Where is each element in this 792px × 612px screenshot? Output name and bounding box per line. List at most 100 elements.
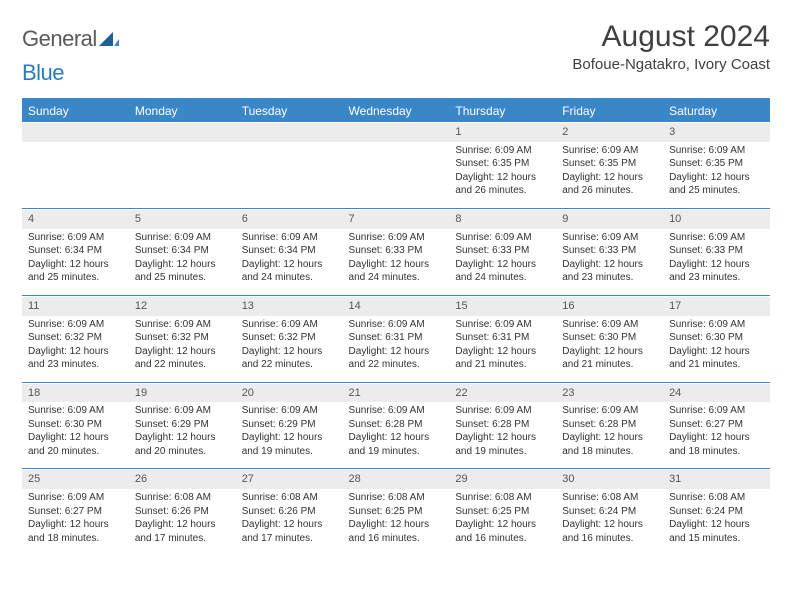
daylight-text-1: Daylight: 12 hours: [562, 171, 657, 185]
sunset-text: Sunset: 6:33 PM: [669, 244, 764, 258]
sunset-text: Sunset: 6:28 PM: [349, 418, 444, 432]
day-number-cell: 21: [343, 383, 450, 402]
daylight-text-2: and 25 minutes.: [669, 184, 764, 198]
sunrise-text: Sunrise: 6:08 AM: [242, 491, 337, 505]
day-detail-cell: [22, 142, 129, 209]
sunrise-text: Sunrise: 6:09 AM: [135, 404, 230, 418]
weekday-header-row: Sunday Monday Tuesday Wednesday Thursday…: [22, 100, 770, 123]
weekday-header: Tuesday: [236, 100, 343, 123]
daylight-text-1: Daylight: 12 hours: [455, 258, 550, 272]
sunset-text: Sunset: 6:27 PM: [28, 505, 123, 519]
daylight-text-2: and 23 minutes.: [669, 271, 764, 285]
day-number-cell: 10: [663, 209, 770, 228]
sunset-text: Sunset: 6:35 PM: [562, 157, 657, 171]
weekday-header: Thursday: [449, 100, 556, 123]
daylight-text-2: and 18 minutes.: [28, 532, 123, 546]
daylight-text-2: and 16 minutes.: [455, 532, 550, 546]
daylight-text-2: and 23 minutes.: [28, 358, 123, 372]
day-detail-cell: Sunrise: 6:09 AMSunset: 6:32 PMDaylight:…: [129, 316, 236, 383]
daylight-text-2: and 24 minutes.: [349, 271, 444, 285]
sunrise-text: Sunrise: 6:09 AM: [28, 318, 123, 332]
sunrise-text: Sunrise: 6:09 AM: [28, 404, 123, 418]
sunset-text: Sunset: 6:31 PM: [349, 331, 444, 345]
day-detail-cell: Sunrise: 6:09 AMSunset: 6:33 PMDaylight:…: [663, 229, 770, 296]
daylight-text-2: and 21 minutes.: [455, 358, 550, 372]
sunset-text: Sunset: 6:32 PM: [135, 331, 230, 345]
sunset-text: Sunset: 6:34 PM: [28, 244, 123, 258]
day-detail-cell: Sunrise: 6:09 AMSunset: 6:28 PMDaylight:…: [343, 402, 450, 469]
sunset-text: Sunset: 6:33 PM: [455, 244, 550, 258]
weekday-header: Wednesday: [343, 100, 450, 123]
sunset-text: Sunset: 6:34 PM: [135, 244, 230, 258]
daylight-text-2: and 19 minutes.: [242, 445, 337, 459]
sunrise-text: Sunrise: 6:09 AM: [669, 404, 764, 418]
sunset-text: Sunset: 6:35 PM: [455, 157, 550, 171]
day-number-cell: 12: [129, 296, 236, 315]
day-detail-row: Sunrise: 6:09 AMSunset: 6:34 PMDaylight:…: [22, 229, 770, 296]
day-detail-row: Sunrise: 6:09 AMSunset: 6:27 PMDaylight:…: [22, 489, 770, 555]
day-number-cell: 3: [663, 123, 770, 142]
sunrise-text: Sunrise: 6:09 AM: [242, 404, 337, 418]
daylight-text-1: Daylight: 12 hours: [562, 518, 657, 532]
sunrise-text: Sunrise: 6:09 AM: [349, 404, 444, 418]
brand-part2: Blue: [22, 60, 64, 85]
day-number-cell: [343, 123, 450, 142]
sunrise-text: Sunrise: 6:09 AM: [28, 231, 123, 245]
day-detail-cell: Sunrise: 6:09 AMSunset: 6:32 PMDaylight:…: [236, 316, 343, 383]
day-detail-cell: Sunrise: 6:09 AMSunset: 6:35 PMDaylight:…: [449, 142, 556, 209]
day-number-cell: 31: [663, 470, 770, 489]
daylight-text-2: and 19 minutes.: [455, 445, 550, 459]
weekday-header: Friday: [556, 100, 663, 123]
day-number-row: 45678910: [22, 209, 770, 228]
daylight-text-2: and 18 minutes.: [669, 445, 764, 459]
daylight-text-2: and 26 minutes.: [455, 184, 550, 198]
day-number-cell: [236, 123, 343, 142]
day-detail-cell: Sunrise: 6:09 AMSunset: 6:28 PMDaylight:…: [556, 402, 663, 469]
day-number-cell: 9: [556, 209, 663, 228]
daylight-text-2: and 22 minutes.: [242, 358, 337, 372]
sunrise-text: Sunrise: 6:09 AM: [669, 231, 764, 245]
sunset-text: Sunset: 6:24 PM: [669, 505, 764, 519]
daylight-text-1: Daylight: 12 hours: [562, 431, 657, 445]
daylight-text-1: Daylight: 12 hours: [135, 345, 230, 359]
daylight-text-1: Daylight: 12 hours: [349, 431, 444, 445]
day-number-cell: 24: [663, 383, 770, 402]
sunset-text: Sunset: 6:24 PM: [562, 505, 657, 519]
sunrise-text: Sunrise: 6:09 AM: [135, 231, 230, 245]
daylight-text-2: and 22 minutes.: [135, 358, 230, 372]
daylight-text-1: Daylight: 12 hours: [349, 345, 444, 359]
sunrise-text: Sunrise: 6:09 AM: [562, 318, 657, 332]
day-detail-cell: Sunrise: 6:08 AMSunset: 6:26 PMDaylight:…: [236, 489, 343, 555]
day-number-cell: 6: [236, 209, 343, 228]
day-number-cell: 13: [236, 296, 343, 315]
sunrise-text: Sunrise: 6:09 AM: [562, 144, 657, 158]
day-detail-cell: Sunrise: 6:08 AMSunset: 6:24 PMDaylight:…: [663, 489, 770, 555]
sunset-text: Sunset: 6:33 PM: [349, 244, 444, 258]
sunset-text: Sunset: 6:29 PM: [242, 418, 337, 432]
day-detail-cell: Sunrise: 6:09 AMSunset: 6:32 PMDaylight:…: [22, 316, 129, 383]
weekday-header: Sunday: [22, 100, 129, 123]
page-header: General Blue August 2024 Bofoue-Ngatakro…: [22, 20, 770, 86]
day-number-cell: 2: [556, 123, 663, 142]
sunrise-text: Sunrise: 6:09 AM: [562, 404, 657, 418]
sunrise-text: Sunrise: 6:08 AM: [135, 491, 230, 505]
daylight-text-2: and 22 minutes.: [349, 358, 444, 372]
daylight-text-2: and 21 minutes.: [669, 358, 764, 372]
daylight-text-1: Daylight: 12 hours: [669, 171, 764, 185]
day-detail-cell: Sunrise: 6:09 AMSunset: 6:33 PMDaylight:…: [449, 229, 556, 296]
sunrise-text: Sunrise: 6:09 AM: [349, 318, 444, 332]
day-number-cell: 19: [129, 383, 236, 402]
daylight-text-1: Daylight: 12 hours: [455, 171, 550, 185]
daylight-text-2: and 20 minutes.: [135, 445, 230, 459]
sail-icon: [99, 26, 119, 52]
day-detail-cell: Sunrise: 6:08 AMSunset: 6:26 PMDaylight:…: [129, 489, 236, 555]
daylight-text-1: Daylight: 12 hours: [562, 258, 657, 272]
day-number-cell: 17: [663, 296, 770, 315]
day-number-cell: 15: [449, 296, 556, 315]
sunrise-text: Sunrise: 6:08 AM: [455, 491, 550, 505]
day-detail-cell: Sunrise: 6:09 AMSunset: 6:29 PMDaylight:…: [236, 402, 343, 469]
daylight-text-1: Daylight: 12 hours: [242, 345, 337, 359]
daylight-text-2: and 23 minutes.: [562, 271, 657, 285]
brand-logo: General Blue: [22, 20, 119, 86]
daylight-text-2: and 24 minutes.: [455, 271, 550, 285]
